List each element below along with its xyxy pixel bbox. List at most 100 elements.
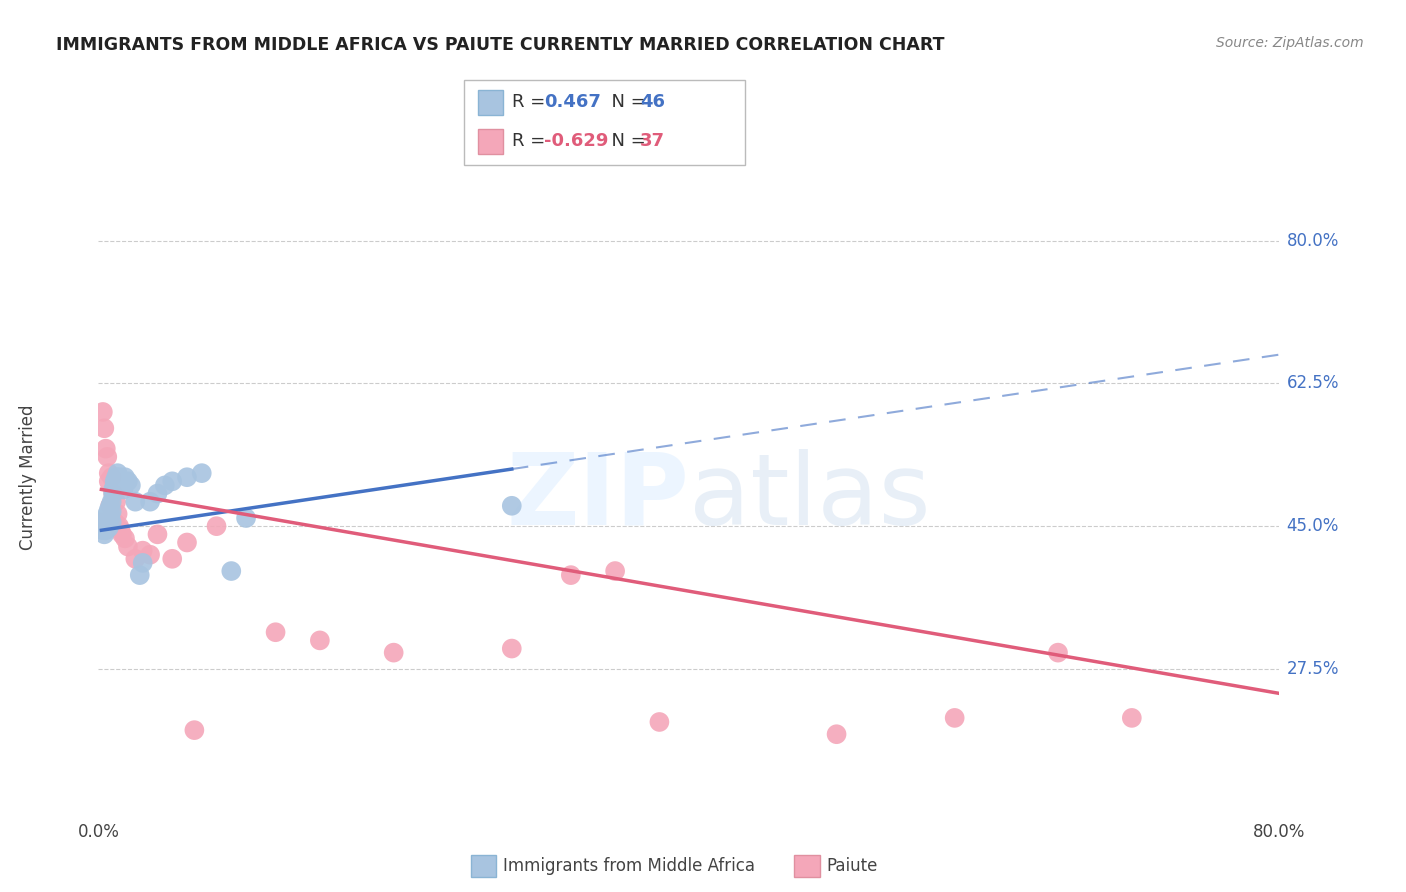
Point [104,515,127,529]
Point [91,405,114,419]
Text: 27.5%: 27.5% [1286,660,1339,678]
Text: Currently Married: Currently Married [20,404,37,550]
Point [97,515,120,529]
Point [501,641,523,656]
Point [111,478,134,492]
Text: Immigrants from Middle Africa: Immigrants from Middle Africa [503,857,755,875]
Text: 46: 46 [640,94,665,112]
Point [382,646,405,660]
Point [943,711,966,725]
Text: -0.629: -0.629 [544,132,609,150]
Text: atlas: atlas [689,449,931,546]
Point [112,483,135,497]
Point [100,470,122,484]
Point [153,478,176,492]
Text: 62.5%: 62.5% [1286,375,1339,392]
Point [605,564,627,578]
Text: 45.0%: 45.0% [1286,517,1339,535]
Point [560,568,582,582]
Point [90,515,112,529]
Point [1046,646,1069,660]
Point [100,494,122,508]
Point [114,532,136,546]
Point [183,723,205,738]
Point [96,511,118,525]
Point [264,625,287,640]
Point [162,551,183,566]
Point [96,450,118,464]
Point [146,527,169,541]
Point [100,504,122,518]
Point [97,503,120,517]
Point [90,515,112,529]
Point [105,494,128,508]
Text: R =: R = [512,132,551,150]
Point [104,475,127,489]
Point [1121,711,1143,725]
Point [100,515,122,529]
Point [111,527,134,541]
Point [110,523,132,537]
Point [124,551,146,566]
Text: R =: R = [512,94,551,112]
Point [91,523,114,537]
Point [96,515,118,529]
Point [176,535,198,549]
Point [108,470,131,484]
Point [98,499,121,513]
Point [97,509,120,524]
Point [94,523,117,537]
Point [107,507,129,521]
Text: N =: N = [600,94,652,112]
Point [97,466,120,480]
Point [309,633,332,648]
Point [94,519,117,533]
Point [128,568,150,582]
Text: 80.0%: 80.0% [1286,232,1339,250]
Point [139,548,162,562]
Point [94,442,117,456]
Point [132,556,155,570]
Point [93,515,115,529]
Point [107,466,129,480]
Text: IMMIGRANTS FROM MIDDLE AFRICA VS PAIUTE CURRENTLY MARRIED CORRELATION CHART: IMMIGRANTS FROM MIDDLE AFRICA VS PAIUTE … [56,36,945,54]
Point [132,543,155,558]
Point [97,475,120,489]
Point [98,499,121,513]
Point [162,475,183,489]
Point [205,519,228,533]
Point [98,507,121,521]
Point [104,478,127,492]
Text: Paiute: Paiute [827,857,879,875]
Point [825,727,848,741]
Point [235,511,257,525]
Point [124,494,146,508]
Point [108,519,131,533]
Point [501,499,523,513]
Point [110,475,132,489]
Point [219,564,242,578]
Point [120,478,142,492]
Point [93,421,115,435]
Point [117,475,139,489]
Point [103,486,125,500]
Point [648,714,671,729]
Point [117,540,139,554]
Point [103,486,125,500]
Text: Source: ZipAtlas.com: Source: ZipAtlas.com [1216,36,1364,50]
Point [98,511,121,525]
Point [97,521,120,535]
Point [93,527,115,541]
Point [103,483,125,497]
Point [94,511,117,525]
Point [114,470,136,484]
Point [191,466,214,480]
Point [105,470,128,484]
Point [91,519,114,533]
Point [146,486,169,500]
Point [96,507,118,521]
Point [139,494,162,508]
Text: 0.467: 0.467 [544,94,600,112]
Text: ZIP: ZIP [506,449,689,546]
Point [176,470,198,484]
